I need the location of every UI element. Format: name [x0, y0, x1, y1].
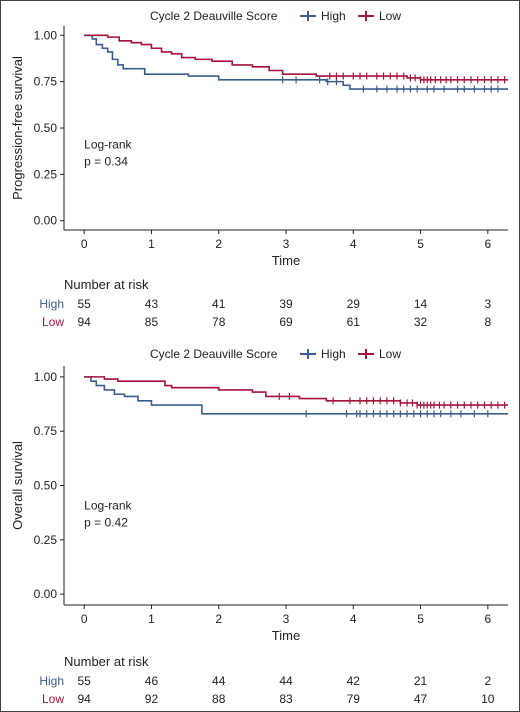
risk-row-label-high: High	[39, 674, 64, 688]
plot2-y-axis-label: Overall survival	[10, 441, 25, 530]
risk-cell: 78	[212, 315, 226, 329]
risk-cell: 44	[212, 674, 226, 688]
plot1-series-high-curve	[84, 34, 508, 90]
risk-row-label-low: Low	[41, 692, 64, 706]
risk-cell: 69	[279, 315, 293, 329]
plot2-legend-title: Cycle 2 Deauville Score	[150, 347, 278, 361]
risk-cell: 61	[346, 315, 360, 329]
plot1-y-tick-label: 0.00	[34, 214, 58, 228]
plot2-legend-label-high: High	[321, 347, 346, 361]
risk-cell: 55	[77, 297, 91, 311]
risk-cell: 39	[279, 297, 293, 311]
plot2-annotation-line1: Log-rank	[84, 498, 132, 512]
risk-cell: 41	[212, 297, 226, 311]
risk-cell: 21	[413, 674, 428, 688]
plot1-x-tick-label: 2	[215, 237, 222, 251]
risk-cell: 55	[77, 674, 91, 688]
plot1-x-tick-label: 1	[148, 237, 155, 251]
plot2-x-tick-label: 1	[148, 612, 155, 626]
risk-cell: 85	[144, 315, 159, 329]
plot1-y-tick-label: 0.50	[34, 121, 58, 135]
risk-cell: 14	[413, 297, 428, 311]
plot2-y-tick-label: 1.00	[34, 370, 58, 384]
risk-cell: 92	[144, 692, 159, 706]
plot2-x-tick-label: 5	[417, 612, 424, 626]
risk-cell: 88	[212, 692, 226, 706]
plot2-legend-label-low: Low	[379, 347, 401, 361]
plot1-y-axis-label: Progression-free survival	[10, 56, 25, 200]
plot1-y-tick-label: 1.00	[34, 28, 58, 42]
risk-table-title: Number at risk	[64, 654, 149, 669]
plot1-y-tick-label: 0.75	[34, 75, 58, 89]
risk-cell: 10	[481, 692, 495, 706]
risk-table-title: Number at risk	[64, 277, 149, 292]
plot1-x-tick-label: 6	[484, 237, 491, 251]
plot2-y-tick-label: 0.75	[34, 424, 58, 438]
risk-cell: 46	[144, 674, 159, 688]
risk-cell: 94	[77, 315, 91, 329]
risk-row-label-low: Low	[41, 315, 64, 329]
risk-cell: 83	[279, 692, 293, 706]
risk-cell: 32	[413, 315, 428, 329]
risk-cell: 42	[346, 674, 360, 688]
risk-cell: 44	[279, 674, 293, 688]
risk-cell: 94	[77, 692, 91, 706]
risk-row-label-high: High	[39, 297, 64, 311]
plot2-x-tick-label: 2	[215, 612, 222, 626]
plot1-annotation-line1: Log-rank	[84, 137, 132, 151]
plot1-x-tick-label: 4	[350, 237, 357, 251]
plot2-x-tick-label: 6	[484, 612, 491, 626]
plot1-x-tick-label: 0	[81, 237, 88, 251]
plot1-legend-label-high: High	[321, 9, 346, 23]
risk-cell: 47	[413, 692, 428, 706]
plot2-x-tick-label: 0	[81, 612, 88, 626]
plot2-x-tick-label: 4	[350, 612, 357, 626]
plot2-x-axis-label: Time	[272, 628, 300, 643]
plot2-annotation-line2: p = 0.42	[84, 515, 128, 529]
plot2-y-tick-label: 0.50	[34, 479, 58, 493]
plot1-legend-label-low: Low	[379, 9, 401, 23]
risk-cell: 8	[484, 315, 492, 329]
plot1-series-low-curve	[84, 34, 508, 81]
plot1-y-tick-label: 0.25	[34, 167, 58, 181]
plot2-x-tick-label: 3	[283, 612, 290, 626]
plot1-legend-title: Cycle 2 Deauville Score	[150, 9, 278, 23]
plot2-y-tick-label: 0.25	[34, 533, 58, 547]
risk-cell: 29	[346, 297, 360, 311]
plot1-x-tick-label: 5	[417, 237, 424, 251]
plot1-x-axis-label: Time	[272, 253, 300, 268]
plot1-x-tick-label: 3	[283, 237, 290, 251]
risk-cell: 3	[484, 297, 492, 311]
plot2-series-high-curve	[84, 376, 508, 415]
risk-cell: 43	[144, 297, 159, 311]
risk-cell: 2	[484, 674, 492, 688]
plot2-y-tick-label: 0.00	[34, 587, 58, 601]
plot1-annotation-line2: p = 0.34	[84, 154, 128, 168]
risk-cell: 79	[346, 692, 360, 706]
